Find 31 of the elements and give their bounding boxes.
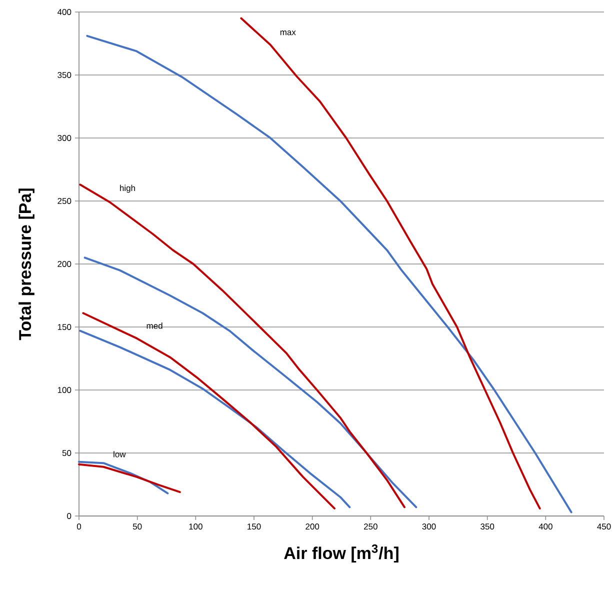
line-series (240, 17, 541, 510)
y-tick-label: 0 (67, 512, 72, 520)
series-label: max (280, 30, 296, 36)
line-series (86, 34, 572, 514)
y-axis-title: Total pressure [Pa] (18, 188, 34, 340)
line-series (84, 256, 418, 508)
y-tick-label: 150 (58, 324, 72, 330)
y-tick-label: 100 (58, 386, 72, 394)
x-tick-label: 50 (132, 524, 142, 530)
x-tick-label: 150 (248, 524, 261, 530)
y-tick-label: 300 (58, 134, 72, 141)
line-series (78, 460, 169, 494)
x-tick-label: 100 (189, 524, 202, 530)
x-tick-label: 0 (76, 524, 82, 530)
series-label: med (146, 322, 162, 329)
y-tick-label: 200 (58, 260, 72, 267)
line-series (79, 184, 406, 508)
x-tick-label: 250 (364, 524, 378, 530)
series-label: high (120, 184, 135, 193)
series-label: low (114, 451, 126, 458)
y-tick-label: 250 (58, 198, 72, 204)
y-tick-label: 350 (58, 72, 72, 78)
x-tick-label: 200 (306, 524, 320, 530)
x-axis-title: Air flow [m$^{3}$/h] (284, 544, 398, 563)
line-series (78, 463, 181, 494)
x-tick-label: 350 (480, 524, 494, 530)
x-tick-label: 400 (538, 524, 552, 530)
x-tick-label: 450 (597, 524, 611, 530)
x-tick-label: 300 (422, 524, 436, 530)
y-tick-label: 50 (62, 450, 72, 456)
y-tick-label: 400 (57, 8, 72, 15)
